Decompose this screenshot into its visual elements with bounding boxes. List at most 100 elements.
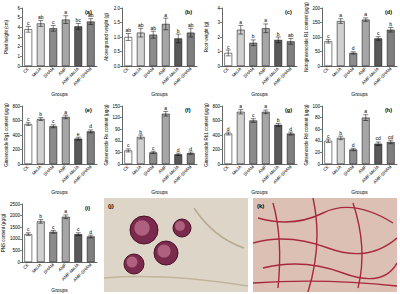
svg-text:cd: cd	[376, 135, 382, 141]
svg-text:Groups: Groups	[51, 189, 68, 195]
svg-text:b: b	[139, 129, 142, 135]
svg-text:a: a	[164, 12, 167, 18]
svg-text:MeJA: MeJA	[331, 66, 343, 78]
svg-text:AMF-SHAM: AMF-SHAM	[72, 164, 93, 185]
svg-text:bc: bc	[76, 17, 82, 23]
svg-text:AMF: AMF	[157, 66, 167, 76]
svg-text:MeJA: MeJA	[231, 66, 243, 78]
svg-text:d: d	[89, 229, 92, 235]
svg-text:AMF: AMF	[157, 164, 167, 174]
svg-text:a: a	[239, 19, 242, 25]
svg-text:c: c	[77, 226, 80, 232]
svg-text:Root weight (g): Root weight (g)	[204, 21, 209, 52]
svg-text:c: c	[377, 30, 380, 36]
svg-text:d: d	[227, 126, 230, 132]
svg-text:(c): (c)	[285, 9, 292, 15]
svg-text:1000: 1000	[10, 236, 21, 241]
svg-text:400: 400	[212, 133, 220, 138]
svg-text:SHAM: SHAM	[42, 66, 55, 79]
svg-text:(h): (h)	[385, 107, 392, 113]
svg-text:(d): (d)	[385, 9, 392, 15]
svg-text:SHAM: SHAM	[342, 66, 355, 79]
svg-text:Groups: Groups	[151, 189, 168, 195]
svg-text:(a): (a)	[85, 9, 92, 15]
svg-text:6: 6	[17, 6, 20, 11]
svg-text:a: a	[264, 17, 267, 23]
svg-text:AMF-SHAM: AMF-SHAM	[272, 164, 293, 185]
svg-text:SHAM: SHAM	[342, 164, 355, 177]
svg-text:b: b	[277, 117, 280, 123]
svg-text:c: c	[27, 226, 30, 232]
svg-text:(g): (g)	[285, 107, 292, 113]
svg-text:a: a	[239, 103, 242, 109]
svg-text:Ginsenoside Rd content (μg/g): Ginsenoside Rd content (μg/g)	[304, 104, 309, 166]
svg-text:MeJA: MeJA	[331, 164, 343, 176]
svg-text:a: a	[339, 12, 342, 18]
svg-text:SHAM: SHAM	[42, 262, 55, 275]
svg-text:(i): (i)	[85, 205, 90, 211]
svg-text:b: b	[339, 130, 342, 136]
svg-text:MeJA: MeJA	[131, 66, 143, 78]
svg-text:ab: ab	[38, 14, 44, 20]
svg-text:c: c	[252, 112, 255, 118]
svg-text:ab: ab	[188, 22, 194, 28]
svg-text:a: a	[264, 103, 267, 109]
svg-text:Groups: Groups	[251, 189, 268, 195]
svg-text:AMF-SHAM: AMF-SHAM	[272, 66, 293, 87]
svg-text:AMF-SHAM: AMF-SHAM	[72, 262, 93, 283]
svg-text:d: d	[289, 126, 292, 132]
svg-text:90: 90	[115, 127, 121, 132]
svg-text:SHAM: SHAM	[242, 164, 255, 177]
svg-text:a: a	[364, 11, 367, 17]
svg-text:800: 800	[12, 104, 20, 109]
svg-text:5: 5	[17, 15, 20, 20]
svg-text:100: 100	[312, 35, 320, 40]
svg-text:0.5: 0.5	[114, 49, 121, 54]
svg-text:SHAM: SHAM	[242, 66, 255, 79]
svg-text:(e): (e)	[85, 107, 92, 113]
svg-text:c: c	[227, 44, 230, 50]
svg-text:2: 2	[17, 44, 20, 49]
svg-text:2000: 2000	[10, 213, 21, 218]
svg-text:c: c	[27, 116, 30, 122]
svg-text:b: b	[252, 33, 255, 39]
svg-text:0: 0	[317, 64, 320, 69]
svg-text:2: 2	[217, 35, 220, 40]
svg-text:MeJA: MeJA	[131, 164, 143, 176]
svg-text:c: c	[52, 19, 55, 25]
svg-text:b: b	[177, 28, 180, 34]
svg-text:a: a	[64, 208, 67, 214]
svg-text:AMF-SHAM: AMF-SHAM	[372, 66, 393, 87]
svg-text:(j): (j)	[108, 203, 114, 209]
svg-text:CK: CK	[222, 164, 230, 172]
svg-text:0: 0	[17, 162, 20, 167]
svg-text:AMF-SHAM: AMF-SHAM	[172, 164, 193, 185]
svg-text:2500: 2500	[10, 202, 21, 207]
svg-text:100: 100	[312, 104, 320, 109]
svg-text:c: c	[52, 118, 55, 124]
svg-text:CK: CK	[122, 66, 130, 74]
svg-text:200: 200	[312, 6, 320, 11]
svg-text:1: 1	[217, 49, 220, 54]
svg-text:ab: ab	[150, 25, 156, 31]
svg-text:0: 0	[217, 162, 220, 167]
svg-text:0: 0	[317, 162, 320, 167]
svg-text:AMF: AMF	[57, 262, 67, 272]
svg-text:0: 0	[217, 64, 220, 69]
svg-text:b: b	[277, 31, 280, 37]
svg-text:d: d	[177, 147, 180, 153]
svg-text:Notoginsenoside R1 content (μg: Notoginsenoside R1 content (μg/g)	[304, 2, 309, 72]
svg-text:c: c	[327, 133, 330, 139]
svg-text:CK: CK	[222, 66, 230, 74]
svg-text:Aboveground weight (g): Aboveground weight (g)	[104, 13, 109, 61]
svg-text:d: d	[89, 123, 92, 129]
svg-text:a: a	[64, 109, 67, 115]
svg-text:AMF-SHAM: AMF-SHAM	[372, 164, 393, 185]
svg-text:AMF: AMF	[257, 66, 267, 76]
svg-text:CK: CK	[22, 164, 30, 172]
svg-text:MeJA: MeJA	[31, 66, 43, 78]
svg-text:3: 3	[217, 20, 220, 25]
svg-text:2.0: 2.0	[114, 6, 121, 11]
svg-text:600: 600	[212, 118, 220, 123]
svg-text:400: 400	[12, 133, 20, 138]
